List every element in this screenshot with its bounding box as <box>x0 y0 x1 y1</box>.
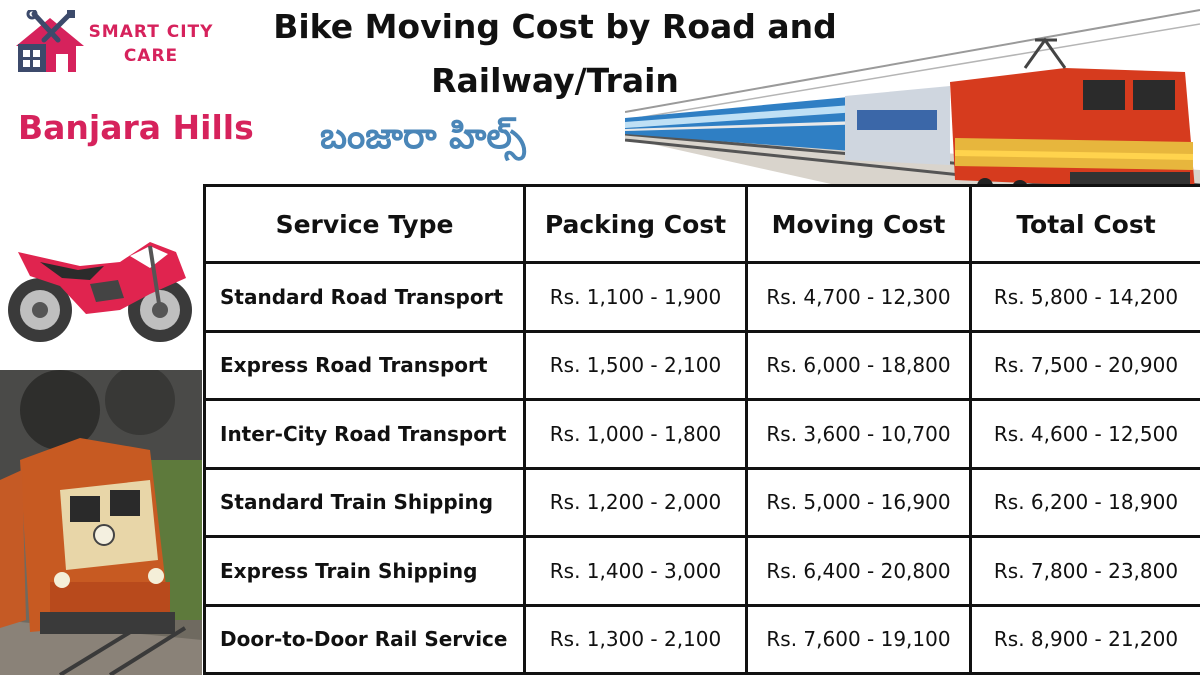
table-row: Door-to-Door Rail Service Rs. 1,300 - 2,… <box>203 603 1200 675</box>
total-cost-cell: Rs. 6,200 - 18,900 <box>969 466 1200 538</box>
total-cost-cell: Rs. 8,900 - 21,200 <box>969 603 1200 675</box>
table-row: Express Road Transport Rs. 1,500 - 2,100… <box>203 329 1200 401</box>
diesel-locomotive-icon <box>0 370 202 675</box>
packing-cost-cell: Rs. 1,500 - 2,100 <box>523 329 748 401</box>
total-cost-cell: Rs. 5,800 - 14,200 <box>969 261 1200 333</box>
page-title: Bike Moving Cost by Road and Railway/Tra… <box>273 7 837 100</box>
moving-cost-cell: Rs. 5,000 - 16,900 <box>745 466 972 538</box>
brand-line-1: SMART CITY <box>88 22 214 42</box>
moving-cost-cell: Rs. 4,700 - 12,300 <box>745 261 972 333</box>
moving-cost-cell: Rs. 7,600 - 19,100 <box>745 603 972 675</box>
moving-cost-cell: Rs. 6,000 - 18,800 <box>745 329 972 401</box>
moving-cost-cell: Rs. 6,400 - 20,800 <box>745 535 972 607</box>
header-moving-cost: Moving Cost <box>745 184 972 264</box>
locality-name-english: Banjara Hills <box>18 108 254 147</box>
packing-cost-cell: Rs. 1,300 - 2,100 <box>523 603 748 675</box>
total-cost-cell: Rs. 7,800 - 23,800 <box>969 535 1200 607</box>
service-type-cell: Standard Train Shipping <box>203 466 526 538</box>
header-service-type: Service Type <box>203 184 526 264</box>
house-tools-logo-icon <box>16 10 84 72</box>
sport-bike-icon <box>8 242 192 342</box>
packing-cost-cell: Rs. 1,100 - 1,900 <box>523 261 748 333</box>
total-cost-cell: Rs. 7,500 - 20,900 <box>969 329 1200 401</box>
total-cost-cell: Rs. 4,600 - 12,500 <box>969 398 1200 470</box>
moving-cost-cell: Rs. 3,600 - 10,700 <box>745 398 972 470</box>
table-row: Standard Road Transport Rs. 1,100 - 1,90… <box>203 261 1200 333</box>
table-row: Standard Train Shipping Rs. 1,200 - 2,00… <box>203 466 1200 538</box>
service-type-cell: Express Road Transport <box>203 329 526 401</box>
packing-cost-cell: Rs. 1,400 - 3,000 <box>523 535 748 607</box>
packing-cost-cell: Rs. 1,200 - 2,000 <box>523 466 748 538</box>
service-type-cell: Inter-City Road Transport <box>203 398 526 470</box>
table-row: Express Train Shipping Rs. 1,400 - 3,000… <box>203 535 1200 607</box>
header-total-cost: Total Cost <box>969 184 1200 264</box>
brand-line-2: CARE <box>123 46 179 66</box>
packing-cost-cell: Rs. 1,000 - 1,800 <box>523 398 748 470</box>
service-type-cell: Express Train Shipping <box>203 535 526 607</box>
table-header-row: Service Type Packing Cost Moving Cost To… <box>203 184 1200 264</box>
service-type-cell: Standard Road Transport <box>203 261 526 333</box>
service-type-cell: Door-to-Door Rail Service <box>203 603 526 675</box>
table-row: Inter-City Road Transport Rs. 1,000 - 1,… <box>203 398 1200 470</box>
header-packing-cost: Packing Cost <box>523 184 748 264</box>
price-table: Service Type Packing Cost Moving Cost To… <box>203 184 1200 675</box>
brand-name: SMART CITY CARE <box>86 20 216 68</box>
electric-train-icon <box>625 9 1200 205</box>
locality-name-telugu: బంజారా హిల్స్ <box>320 116 526 157</box>
